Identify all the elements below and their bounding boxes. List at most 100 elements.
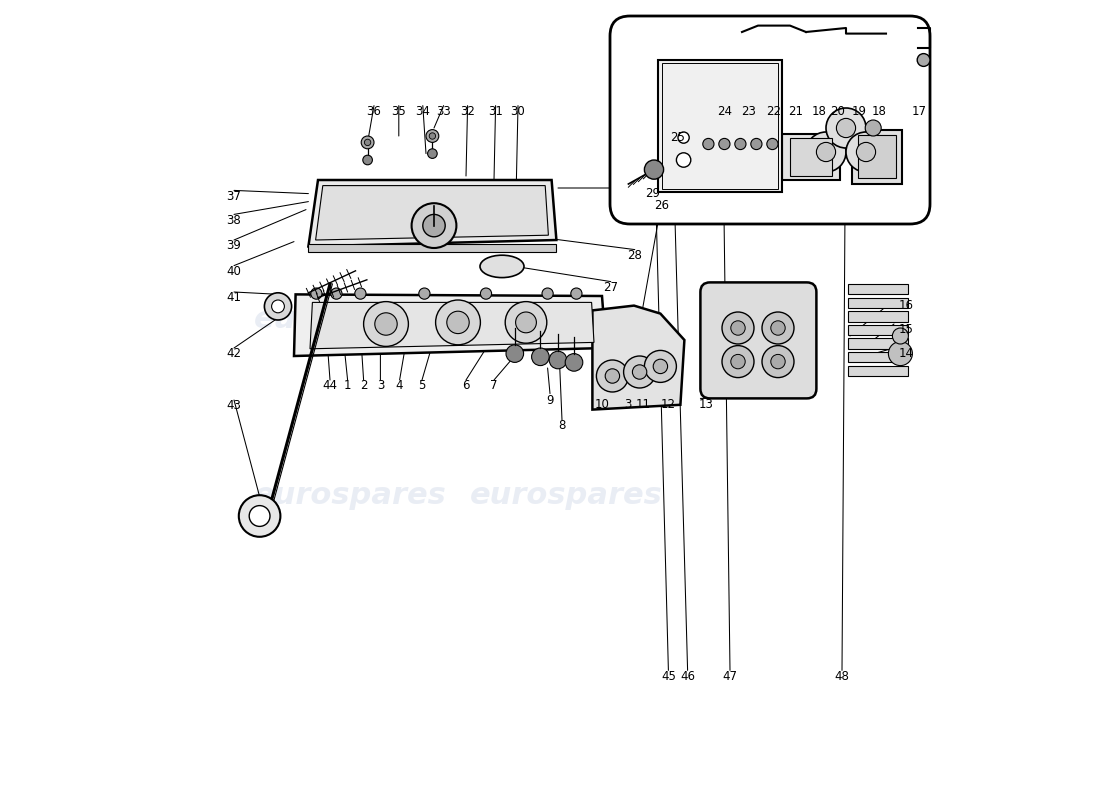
Circle shape xyxy=(826,108,866,148)
Polygon shape xyxy=(308,180,557,246)
Circle shape xyxy=(751,138,762,150)
Text: eurospares: eurospares xyxy=(254,482,447,510)
Circle shape xyxy=(516,312,537,333)
Text: 2: 2 xyxy=(360,379,367,392)
Circle shape xyxy=(605,369,619,383)
Polygon shape xyxy=(593,306,684,410)
Text: 34: 34 xyxy=(416,105,430,118)
Text: 7: 7 xyxy=(491,379,497,392)
Text: 27: 27 xyxy=(603,281,618,294)
Circle shape xyxy=(264,293,292,320)
Bar xyxy=(308,244,557,252)
Circle shape xyxy=(506,345,524,362)
Circle shape xyxy=(363,155,373,165)
Text: 1: 1 xyxy=(344,379,351,392)
Text: 16: 16 xyxy=(899,299,913,312)
Text: 13: 13 xyxy=(698,398,714,410)
Circle shape xyxy=(806,132,846,172)
Polygon shape xyxy=(310,302,594,349)
Bar xyxy=(858,135,896,178)
Circle shape xyxy=(429,133,436,139)
Circle shape xyxy=(645,350,676,382)
Circle shape xyxy=(866,120,881,136)
Text: eurospares: eurospares xyxy=(254,306,447,334)
Circle shape xyxy=(571,288,582,299)
Polygon shape xyxy=(294,294,606,356)
Text: 21: 21 xyxy=(788,105,803,118)
Text: 14: 14 xyxy=(899,347,913,360)
Text: 43: 43 xyxy=(227,399,241,412)
Bar xyxy=(848,311,908,322)
Text: 11: 11 xyxy=(636,398,651,410)
Text: 36: 36 xyxy=(366,105,382,118)
Circle shape xyxy=(676,153,691,167)
Text: 3: 3 xyxy=(624,398,631,410)
Text: 46: 46 xyxy=(680,670,695,682)
Bar xyxy=(848,284,908,294)
Circle shape xyxy=(411,203,456,248)
Circle shape xyxy=(892,328,909,344)
Bar xyxy=(848,366,908,376)
Circle shape xyxy=(730,321,745,335)
Circle shape xyxy=(375,313,397,335)
Circle shape xyxy=(426,130,439,142)
Bar xyxy=(662,63,778,189)
Circle shape xyxy=(436,300,481,345)
Circle shape xyxy=(419,288,430,299)
Text: 3: 3 xyxy=(376,379,384,392)
Circle shape xyxy=(481,288,492,299)
Circle shape xyxy=(355,288,366,299)
Circle shape xyxy=(767,138,778,150)
Circle shape xyxy=(735,138,746,150)
Text: 15: 15 xyxy=(899,323,913,336)
Circle shape xyxy=(331,288,342,299)
Circle shape xyxy=(730,354,745,369)
Text: 31: 31 xyxy=(488,105,503,118)
Bar xyxy=(848,325,908,335)
Bar xyxy=(790,138,832,176)
Bar xyxy=(848,352,908,362)
Circle shape xyxy=(531,348,549,366)
Text: 23: 23 xyxy=(741,105,756,118)
Circle shape xyxy=(771,321,785,335)
Text: 38: 38 xyxy=(227,214,241,226)
Circle shape xyxy=(272,300,285,313)
Circle shape xyxy=(722,312,754,344)
Text: 18: 18 xyxy=(812,105,826,118)
Text: 42: 42 xyxy=(227,347,242,360)
Bar xyxy=(848,338,908,349)
Text: 8: 8 xyxy=(559,419,565,432)
Circle shape xyxy=(565,354,583,371)
Bar xyxy=(658,60,782,192)
Bar xyxy=(852,130,902,184)
Circle shape xyxy=(857,142,876,162)
Circle shape xyxy=(624,356,656,388)
Text: 20: 20 xyxy=(830,105,846,118)
Text: 19: 19 xyxy=(852,105,867,118)
Text: 4: 4 xyxy=(396,379,404,392)
Text: eurospares: eurospares xyxy=(470,482,662,510)
Text: 28: 28 xyxy=(627,249,642,262)
Text: 39: 39 xyxy=(227,239,241,252)
Text: 5: 5 xyxy=(418,379,426,392)
Text: 40: 40 xyxy=(227,265,241,278)
Text: 47: 47 xyxy=(723,670,737,682)
Text: 6: 6 xyxy=(462,379,470,392)
Text: 41: 41 xyxy=(227,291,242,304)
FancyBboxPatch shape xyxy=(610,16,930,224)
Text: 33: 33 xyxy=(437,105,451,118)
Circle shape xyxy=(718,138,730,150)
Text: 10: 10 xyxy=(595,398,609,410)
Circle shape xyxy=(239,495,280,537)
Text: 25: 25 xyxy=(671,131,685,144)
Text: 32: 32 xyxy=(460,105,475,118)
Circle shape xyxy=(678,132,690,143)
Circle shape xyxy=(722,346,754,378)
Text: 17: 17 xyxy=(912,105,927,118)
Text: 12: 12 xyxy=(661,398,675,410)
Circle shape xyxy=(762,346,794,378)
Circle shape xyxy=(632,365,647,379)
Bar xyxy=(848,298,908,308)
Text: 30: 30 xyxy=(510,105,526,118)
Circle shape xyxy=(549,351,566,369)
